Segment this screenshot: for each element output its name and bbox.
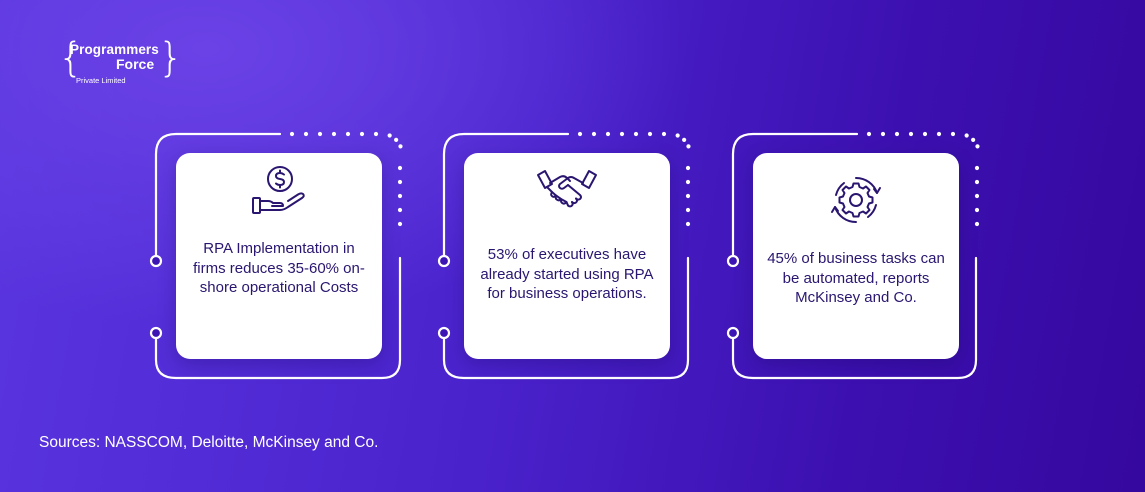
frame-2-node-bottom	[437, 326, 451, 340]
logo-open-brace: {	[58, 35, 84, 81]
frame-2-dot	[685, 179, 691, 185]
frame-1-dot	[373, 131, 379, 137]
frame-3-dot	[974, 221, 980, 227]
frame-1-dot	[397, 179, 403, 185]
frame-2-dot	[686, 144, 691, 149]
stat-card-cost: RPA Implementation in firms reduces 35-6…	[176, 153, 382, 359]
frame-2-dot	[605, 131, 611, 137]
stat-card-adoption: 53% of executives have already started u…	[464, 153, 670, 359]
frame-1-dot	[289, 131, 295, 137]
frame-2-dot	[619, 131, 625, 137]
frame-2-dot	[675, 133, 680, 138]
frame-2-dot	[591, 131, 597, 137]
brand-logo: { Programmers Force Private Limited }	[58, 35, 183, 88]
frame-1-dot	[303, 131, 309, 137]
frame-1-dot	[317, 131, 323, 137]
frame-1-node-bottom	[149, 326, 163, 340]
frame-3-node-bottom	[726, 326, 740, 340]
frame-2-top-line	[442, 132, 570, 258]
frame-1-dot	[397, 165, 403, 171]
frame-1-bottom-line	[154, 256, 402, 380]
frame-3-dot	[922, 131, 928, 137]
frame-2-dot	[661, 131, 667, 137]
logo-word-programmers: Programmers	[70, 42, 159, 57]
frame-2-dot	[682, 137, 687, 142]
frame-2-dot	[685, 193, 691, 199]
handshake-icon	[537, 170, 597, 208]
frame-2-bottom-line	[442, 256, 690, 380]
frame-3-dot	[894, 131, 900, 137]
frame-3-dot	[974, 165, 980, 171]
dollar-hand-icon	[252, 166, 305, 214]
frame-3-dot	[974, 207, 980, 213]
frame-3-dot	[936, 131, 942, 137]
frame-2-dot	[685, 207, 691, 213]
card-automation-text: 45% of business tasks can be automated, …	[767, 250, 945, 306]
frame-2-dot	[577, 131, 583, 137]
frame-1-dot	[359, 131, 365, 137]
frame-1-dot	[345, 131, 351, 137]
frame-1-dot	[394, 137, 399, 142]
logo-close-brace: }	[158, 35, 184, 81]
frame-3-dot	[971, 137, 976, 142]
frame-2-dot	[633, 131, 639, 137]
dotted-corner-arcs	[289, 131, 980, 227]
frame-3-dot	[950, 131, 956, 137]
frame-2-dot	[685, 221, 691, 227]
frame-3-dot	[866, 131, 872, 137]
frame-2-node-top	[437, 254, 451, 268]
frame-3-top-line	[731, 132, 859, 258]
frame-1-dot	[331, 131, 337, 137]
frame-1-dot	[397, 193, 403, 199]
frame-1-dot	[398, 144, 403, 149]
frame-3-dot	[974, 179, 980, 185]
frame-3-dot	[880, 131, 886, 137]
frame-3-dot	[974, 193, 980, 199]
frame-3-dot	[975, 144, 980, 149]
frame-1-dot	[387, 133, 392, 138]
logo-word-force: Force	[116, 56, 155, 72]
frame-1-dot	[397, 207, 403, 213]
frame-3-node-top	[726, 254, 740, 268]
frame-2-dot	[647, 131, 653, 137]
frame-3-dot	[908, 131, 914, 137]
frame-2-dot	[685, 165, 691, 171]
gear-cycle-icon	[831, 176, 881, 224]
sources-footnote: Sources: NASSCOM, Deloitte, McKinsey and…	[39, 434, 379, 451]
card-adoption-text: 53% of executives have already started u…	[480, 246, 654, 302]
frame-3-bottom-line	[731, 256, 978, 380]
card-cost-text: RPA Implementation in firms reduces 35-6…	[193, 240, 365, 296]
frame-1-node-top	[149, 254, 163, 268]
frame-1-top-line	[154, 132, 282, 258]
stat-card-automation: 45% of business tasks can be automated, …	[753, 153, 959, 359]
logo-subtitle: Private Limited	[76, 76, 126, 85]
frame-1-dot	[397, 221, 403, 227]
frame-3-dot	[964, 133, 969, 138]
